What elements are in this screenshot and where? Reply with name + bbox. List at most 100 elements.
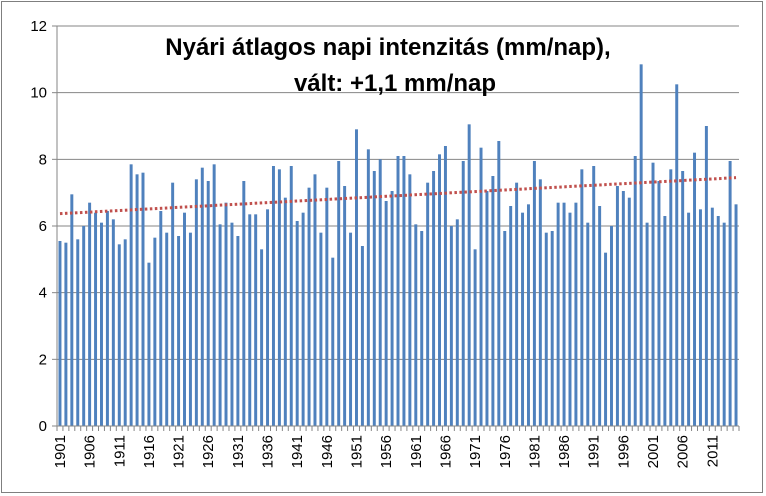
bar-1998 bbox=[633, 156, 637, 426]
bar-1953 bbox=[366, 149, 370, 426]
x-tick-label: 1976 bbox=[497, 435, 514, 468]
bar-1936 bbox=[266, 209, 270, 426]
bar-2009 bbox=[698, 209, 702, 426]
bar-1933 bbox=[248, 214, 252, 426]
bar-1965 bbox=[438, 154, 441, 426]
bar-1983 bbox=[544, 232, 548, 426]
y-tick-labels: 0 2 4 6 8 10 12 bbox=[30, 18, 47, 435]
bar-1958 bbox=[396, 156, 400, 426]
x-tick-label: 1946 bbox=[319, 435, 336, 468]
bar-1901 bbox=[58, 241, 62, 426]
bar-1903 bbox=[70, 194, 74, 426]
x-tick-label: 1981 bbox=[526, 435, 543, 468]
bar-1970 bbox=[467, 124, 471, 426]
bar-2005 bbox=[675, 84, 679, 426]
bar-1980 bbox=[526, 204, 530, 426]
bar-1991 bbox=[592, 166, 596, 426]
y-tick-label: 0 bbox=[39, 418, 47, 435]
bar-1922 bbox=[183, 212, 186, 426]
bar-1960 bbox=[408, 174, 412, 426]
bar-1927 bbox=[212, 164, 216, 426]
x-tick-label: 2006 bbox=[675, 435, 692, 468]
y-tick-label: 2 bbox=[39, 351, 47, 368]
bar-2008 bbox=[693, 152, 697, 427]
bar-1911 bbox=[117, 244, 121, 426]
bar-1943 bbox=[307, 187, 311, 426]
bar-1964 bbox=[432, 171, 436, 426]
bar-1971 bbox=[473, 249, 477, 426]
bar-1941 bbox=[295, 221, 299, 426]
bar-1921 bbox=[177, 236, 181, 426]
bar-1993 bbox=[604, 252, 608, 426]
bar-1969 bbox=[461, 161, 465, 426]
bar-2002 bbox=[657, 181, 661, 426]
bar-2013 bbox=[722, 222, 726, 426]
bar-1937 bbox=[271, 166, 275, 426]
bar-1934 bbox=[254, 214, 258, 426]
bar-1949 bbox=[343, 186, 347, 426]
bar-1904 bbox=[76, 239, 80, 426]
bar-2004 bbox=[669, 169, 673, 426]
y-tick-label: 10 bbox=[30, 85, 47, 102]
x-tick-label: 1971 bbox=[467, 435, 484, 468]
bar-1977 bbox=[509, 206, 513, 426]
bar-1907 bbox=[94, 212, 98, 426]
bar-1984 bbox=[550, 231, 554, 426]
bar-1952 bbox=[360, 246, 364, 426]
bar-1912 bbox=[123, 239, 127, 426]
bar-2012 bbox=[716, 216, 720, 426]
x-tick-label: 1911 bbox=[111, 435, 128, 467]
bar-1924 bbox=[194, 179, 198, 426]
bar-1905 bbox=[82, 226, 86, 426]
x-tick-label: 1956 bbox=[378, 435, 395, 468]
axes bbox=[52, 25, 740, 431]
bars bbox=[58, 64, 738, 427]
x-tick-label: 1941 bbox=[289, 435, 306, 468]
bar-1906 bbox=[88, 202, 92, 426]
bar-1940 bbox=[289, 166, 293, 426]
bar-1999 bbox=[639, 64, 643, 426]
bar-1962 bbox=[420, 231, 424, 426]
x-tick-label: 1916 bbox=[141, 435, 158, 468]
bar-1982 bbox=[538, 179, 542, 426]
bar-1917 bbox=[153, 237, 157, 426]
bar-1913 bbox=[129, 164, 133, 426]
bar-1950 bbox=[349, 232, 353, 426]
bar-1932 bbox=[242, 181, 246, 426]
bar-1938 bbox=[277, 169, 281, 426]
bar-1946 bbox=[325, 187, 329, 426]
bar-1972 bbox=[479, 147, 483, 427]
x-tick-label: 1951 bbox=[348, 435, 365, 468]
x-tick-label: 1996 bbox=[615, 435, 632, 468]
bar-1902 bbox=[64, 242, 68, 426]
bar-1981 bbox=[532, 161, 536, 426]
bar-1944 bbox=[313, 174, 317, 426]
x-tick-label: 1966 bbox=[437, 435, 454, 468]
bar-2011 bbox=[710, 207, 714, 426]
x-tick-label: 1936 bbox=[260, 435, 277, 468]
bar-2006 bbox=[681, 171, 685, 426]
bar-1930 bbox=[230, 222, 234, 426]
bar-1918 bbox=[159, 211, 163, 426]
bar-2003 bbox=[663, 216, 667, 426]
bar-1990 bbox=[586, 222, 590, 426]
x-tick-label: 1926 bbox=[200, 435, 217, 468]
bar-1928 bbox=[218, 224, 222, 426]
x-tick-label: 1991 bbox=[586, 435, 603, 468]
bar-1915 bbox=[141, 172, 145, 426]
bar-1992 bbox=[598, 206, 602, 426]
bar-1959 bbox=[402, 156, 406, 426]
bar-1974 bbox=[491, 176, 495, 426]
x-tick-labels: 1901 1906 1911 1916 1921 1926 1931 1936 1941 1946… bbox=[52, 435, 721, 468]
bar-1968 bbox=[455, 219, 459, 426]
bar-1956 bbox=[384, 201, 388, 426]
x-tick-label: 2001 bbox=[645, 435, 662, 468]
bar-1961 bbox=[414, 224, 418, 426]
bar-1914 bbox=[135, 174, 139, 426]
bar-1919 bbox=[165, 232, 169, 426]
bar-1910 bbox=[111, 219, 115, 426]
x-tick-label: 1921 bbox=[171, 435, 188, 468]
bar-2001 bbox=[651, 162, 655, 427]
bar-1955 bbox=[378, 159, 382, 426]
y-tick-label: 4 bbox=[39, 285, 47, 302]
